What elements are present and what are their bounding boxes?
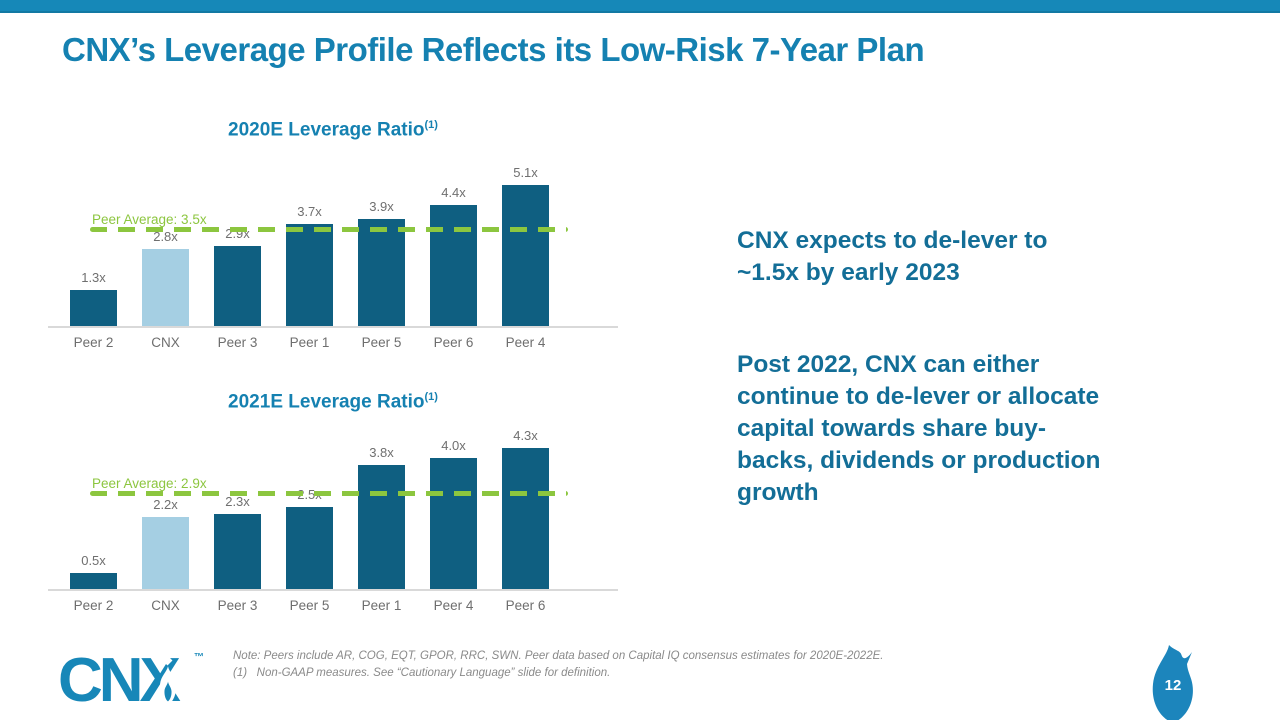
- chart-title-footnote-marker: (1): [424, 119, 438, 131]
- value-label: 2.2x: [153, 497, 178, 513]
- category-label: Peer 2: [73, 598, 114, 614]
- chart-title-text: 2020E Leverage Ratio: [228, 119, 425, 141]
- category-label: Peer 4: [433, 598, 474, 614]
- value-label: 2.3x: [225, 493, 250, 509]
- bar-peer-1: [358, 464, 405, 590]
- bar-cnx: [142, 248, 189, 327]
- bar-slot: 3.7x: [286, 165, 333, 327]
- bar-peer-2: [70, 572, 117, 590]
- category-label: Peer 2: [73, 335, 114, 351]
- page-number-flame: 12: [1147, 644, 1199, 720]
- page-number: 12: [1164, 677, 1182, 694]
- footnote-peers: Note: Peers include AR, COG, EQT, GPOR, …: [233, 650, 884, 662]
- categories-row: Peer 2 CNX Peer 3 Peer 1 Peer 5 Peer 6 Peer 4: [48, 335, 618, 350]
- value-label: 2.8x: [153, 228, 178, 244]
- bar-peer-6: [430, 204, 477, 327]
- bar-slot: 0.5x: [70, 428, 117, 590]
- bar-peer-4: [430, 458, 477, 590]
- category-label: CNX: [151, 598, 180, 614]
- insight-delever-text: CNX expects to de-lever to ~1.5x by earl…: [737, 227, 1048, 286]
- bar-peer-3: [214, 513, 261, 590]
- bar-slot: 1.3x: [70, 165, 117, 327]
- bar-slot: 3.9x: [358, 165, 405, 327]
- category-label: Peer 1: [289, 335, 330, 351]
- value-label: 3.9x: [369, 198, 394, 214]
- bar-slot: 5.1x: [502, 165, 549, 327]
- chart-title: 2021E Leverage Ratio(1): [48, 384, 618, 415]
- bar-peer-2: [70, 290, 117, 327]
- bar-slot: 4.4x: [430, 165, 477, 327]
- bar-slot: 2.8x: [142, 165, 189, 327]
- flame-icon: [1152, 645, 1193, 720]
- bar-cnx: [142, 517, 189, 590]
- bar-slot: 2.2x: [142, 428, 189, 590]
- chart-2020e-leverage-ratio: 2020E Leverage Ratio(1) 1.3x 2.8x 2.9x 3.7x…: [48, 112, 618, 350]
- category-label: Peer 1: [361, 598, 402, 614]
- cnx-logo: CNX ™: [58, 650, 233, 714]
- footnote-non-gaap: (1) Non-GAAP measures. See “Cautionary L…: [233, 667, 611, 679]
- category-label: Peer 4: [505, 335, 546, 351]
- bar-peer-5: [358, 218, 405, 327]
- slide-title: CNX’s Leverage Profile Reflects its Low-…: [62, 31, 925, 68]
- peer-average-label: Peer Average: 2.9x: [92, 476, 207, 492]
- trademark-symbol: ™: [194, 652, 204, 663]
- value-label: 4.3x: [513, 428, 538, 444]
- bar-peer-3: [214, 246, 261, 327]
- bar-peer-6: [502, 448, 549, 590]
- bar-slot: 2.3x: [214, 428, 261, 590]
- value-label: 1.3x: [81, 270, 106, 286]
- value-label: 0.5x: [81, 552, 106, 568]
- category-label: CNX: [151, 335, 180, 351]
- bars-row: 0.5x 2.2x 2.3x 2.5x 3.8x 4.0x 4.3x: [48, 428, 618, 590]
- footnotes: Note: Peers include AR, COG, EQT, GPOR, …: [233, 648, 953, 682]
- peer-average-line: [90, 226, 568, 232]
- accent-top-bar: [0, 0, 1280, 13]
- logo-flame-icon: [159, 666, 177, 706]
- bar-peer-1: [286, 224, 333, 327]
- category-label: Peer 5: [289, 598, 330, 614]
- chart-title-footnote-marker: (1): [424, 391, 438, 403]
- category-label: Peer 6: [505, 598, 546, 614]
- chart-2021e-leverage-ratio: 2021E Leverage Ratio(1) 0.5x 2.2x 2.3x 2.5x…: [48, 384, 618, 613]
- bar-slot: 2.9x: [214, 165, 261, 327]
- bars-row: 1.3x 2.8x 2.9x 3.7x 3.9x 4.4x 5.1x: [48, 165, 618, 327]
- bar-slot: 4.0x: [430, 428, 477, 590]
- bar-slot: 3.8x: [358, 428, 405, 590]
- peer-average-label: Peer Average: 3.5x: [92, 211, 207, 227]
- bar-slot: 4.3x: [502, 428, 549, 590]
- bar-slot: 2.5x: [286, 428, 333, 590]
- value-label: 3.7x: [297, 204, 322, 220]
- category-label: Peer 3: [217, 335, 258, 351]
- category-label: Peer 5: [361, 335, 402, 351]
- categories-row: Peer 2 CNX Peer 3 Peer 5 Peer 1 Peer 4 Peer 6: [48, 598, 618, 613]
- bar-peer-5: [286, 507, 333, 590]
- plot-area: 0.5x 2.2x 2.3x 2.5x 3.8x 4.0x 4.3x Peer Averag…: [48, 428, 618, 592]
- bar-peer-4: [502, 185, 549, 327]
- category-label: Peer 3: [217, 598, 258, 614]
- insight-post-2022-text: Post 2022, CNX can either continue to de…: [737, 351, 1101, 506]
- category-label: Peer 6: [433, 335, 474, 351]
- chart-title: 2020E Leverage Ratio(1): [48, 112, 618, 143]
- value-label: 4.4x: [441, 184, 466, 200]
- peer-average-line: [90, 491, 568, 497]
- value-label: 4.0x: [441, 438, 466, 454]
- chart-title-text: 2021E Leverage Ratio: [228, 391, 425, 413]
- value-label: 3.8x: [369, 444, 394, 460]
- cnx-logo-text: CNX: [58, 646, 181, 715]
- plot-area: 1.3x 2.8x 2.9x 3.7x 3.9x 4.4x 5.1x Peer Averag…: [48, 165, 618, 329]
- value-label: 5.1x: [513, 165, 538, 181]
